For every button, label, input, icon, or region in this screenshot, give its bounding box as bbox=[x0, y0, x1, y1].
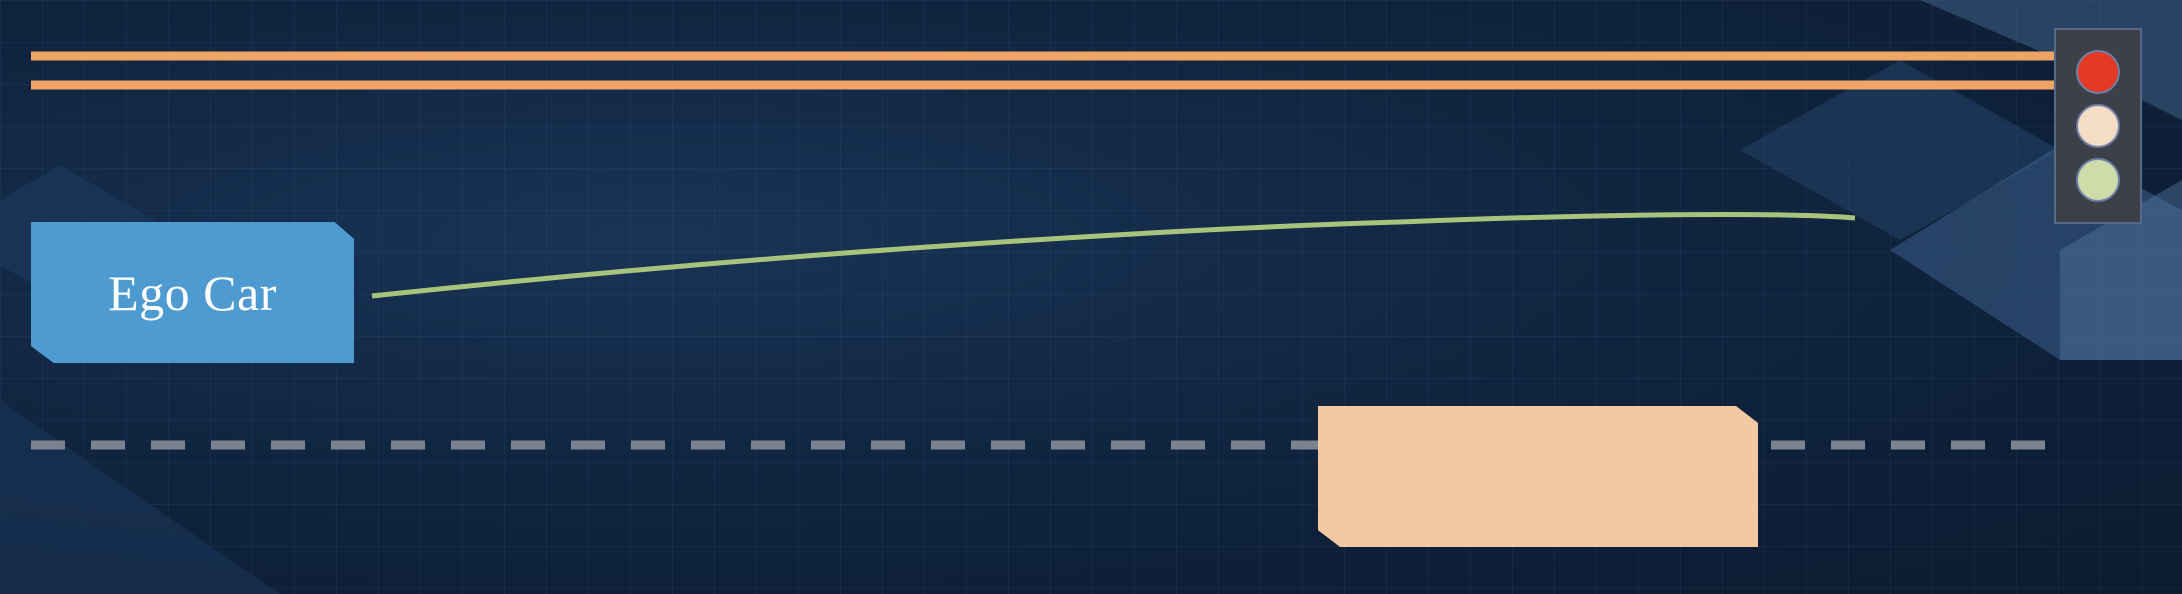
other-vehicle bbox=[1318, 406, 1758, 547]
traffic-light bbox=[2054, 28, 2142, 224]
ego-trajectory-line bbox=[371, 212, 1856, 299]
deco-shape-right-4 bbox=[2060, 180, 2182, 360]
traffic-light-green-lamp bbox=[2076, 158, 2120, 202]
traffic-light-red-lamp bbox=[2076, 50, 2120, 94]
ego-car: Ego Car bbox=[31, 222, 354, 363]
deco-shape-left-2 bbox=[0, 400, 280, 594]
traffic-light-amber-lamp bbox=[2076, 104, 2120, 148]
ego-car-label: Ego Car bbox=[108, 264, 277, 321]
